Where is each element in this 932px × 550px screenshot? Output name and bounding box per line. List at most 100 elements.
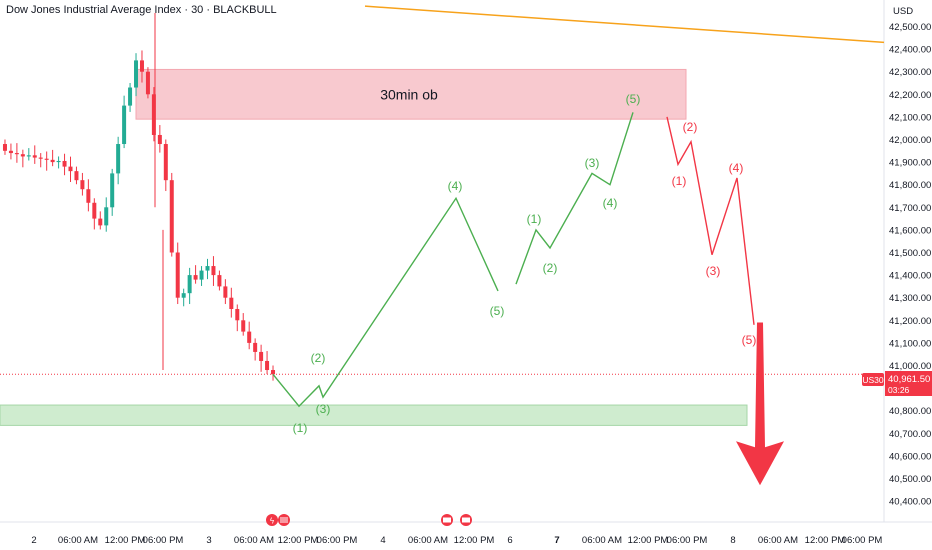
candle-body [259,351,264,361]
event-icons-day4[interactable] [441,514,472,526]
symbol-tag-text: US30 [862,375,884,385]
us-flag-stripes [462,517,470,523]
candle-body [56,160,61,163]
lightning-icon[interactable] [266,514,278,526]
candle-body [80,180,85,190]
candle-body [92,202,97,219]
y-tick-label: 42,200.00 [889,90,931,101]
green-wave-path[interactable] [515,112,634,285]
x-tick-label: 12:00 PM [278,535,319,546]
symbol-tag [862,373,884,386]
candle-body [38,157,43,159]
x-tick-label: 06:00 AM [758,535,798,546]
candle-body [187,275,192,294]
y-axis-ticks: 40,400.00 40,500.00 40,600.00 40,700.00 40,8… [889,22,931,508]
green-wave-label: (2) [543,261,558,275]
currency-label: USD [893,6,913,17]
red-wave-label: (5) [742,333,757,347]
candle-body [32,155,37,158]
x-tick-label: 06:00 AM [234,535,274,546]
candle-body [74,171,79,181]
y-tick-label: 40,700.00 [889,429,931,440]
candles-group [2,12,276,381]
y-tick-label: 41,300.00 [889,293,931,304]
candle-body [110,173,115,208]
candle-body [169,180,174,253]
green-wave-label: (2) [311,351,326,365]
candle-body [253,342,258,352]
demand-zone[interactable] [0,404,748,426]
candle-body [104,207,109,226]
candle-body [157,134,162,145]
green-wave-label: (1) [527,212,542,226]
event-icons-day3[interactable]: ϟ [266,514,290,526]
candle-body [265,360,270,371]
y-tick-label: 41,100.00 [889,338,931,349]
y-tick-label: 40,500.00 [889,474,931,485]
candle-body [8,150,13,154]
x-tick-label: 06:00 PM [317,535,358,546]
x-tick-label: 06:00 AM [582,535,622,546]
candle-body [271,370,276,375]
x-tick-label: 7 [554,535,559,546]
y-tick-label: 42,100.00 [889,112,931,123]
green-wave-label: (3) [316,402,331,416]
candle-body [134,60,139,88]
candle-body [14,153,19,155]
candle-body [247,331,252,343]
candle-body [86,189,91,203]
candle-body [2,144,7,151]
green-wave-label: (5) [490,304,505,318]
candle-body [151,94,156,135]
order-block-zone[interactable] [135,68,687,120]
candle-body [128,87,133,106]
candle-body [229,297,234,309]
chart-title: Dow Jones Industrial Average Index · 30 … [6,4,277,16]
x-tick-label: 8 [730,535,735,546]
green-wave-path[interactable] [272,196,499,408]
price-tag-countdown: 03:26 [888,385,910,395]
y-tick-label: 40,800.00 [889,406,931,417]
trendline[interactable] [364,5,885,44]
red-wave-label: (1) [672,174,687,188]
y-tick-label: 41,900.00 [889,158,931,169]
candle-body [26,155,31,157]
candle-body [235,309,240,321]
candle-body [199,270,204,280]
order-block-label: 30min ob [380,86,438,102]
candle-body [211,266,216,276]
candle-body [163,144,168,181]
x-tick-label: 06:00 AM [408,535,448,546]
y-tick-label: 41,800.00 [889,180,931,191]
y-tick-label: 41,000.00 [889,361,931,372]
x-tick-label: 12:00 PM [805,535,846,546]
candle-body [193,275,198,280]
red-wave-path[interactable] [666,116,755,325]
y-tick-label: 41,600.00 [889,225,931,236]
bearish-target-arrow[interactable] [736,322,784,486]
x-tick-label: 06:00 PM [842,535,883,546]
x-tick-label: 06:00 PM [143,535,184,546]
y-tick-label: 41,700.00 [889,203,931,214]
last-price-tag: US30 40,961.50 03:26 [862,371,932,396]
green-wave-group: (1) (2) (3) (4) (5) (1) (2) (3) (4) (5) [272,92,640,435]
y-tick-label: 40,400.00 [889,497,931,508]
price-tag [885,371,932,396]
x-tick-label: 12:00 PM [105,535,146,546]
candle-body [145,71,150,95]
candle-body [241,320,246,332]
candle-body [122,105,127,145]
candle-body [98,218,103,226]
green-wave-label: (4) [448,179,463,193]
candle-body [20,154,25,157]
candle-body [44,158,49,160]
x-tick-label: 06:00 PM [667,535,708,546]
candle-body [205,266,210,271]
green-wave-label: (1) [293,421,308,435]
y-tick-label: 41,200.00 [889,316,931,327]
red-wave-label: (4) [729,161,744,175]
x-tick-label: 12:00 PM [454,535,495,546]
candle-body [139,60,144,72]
